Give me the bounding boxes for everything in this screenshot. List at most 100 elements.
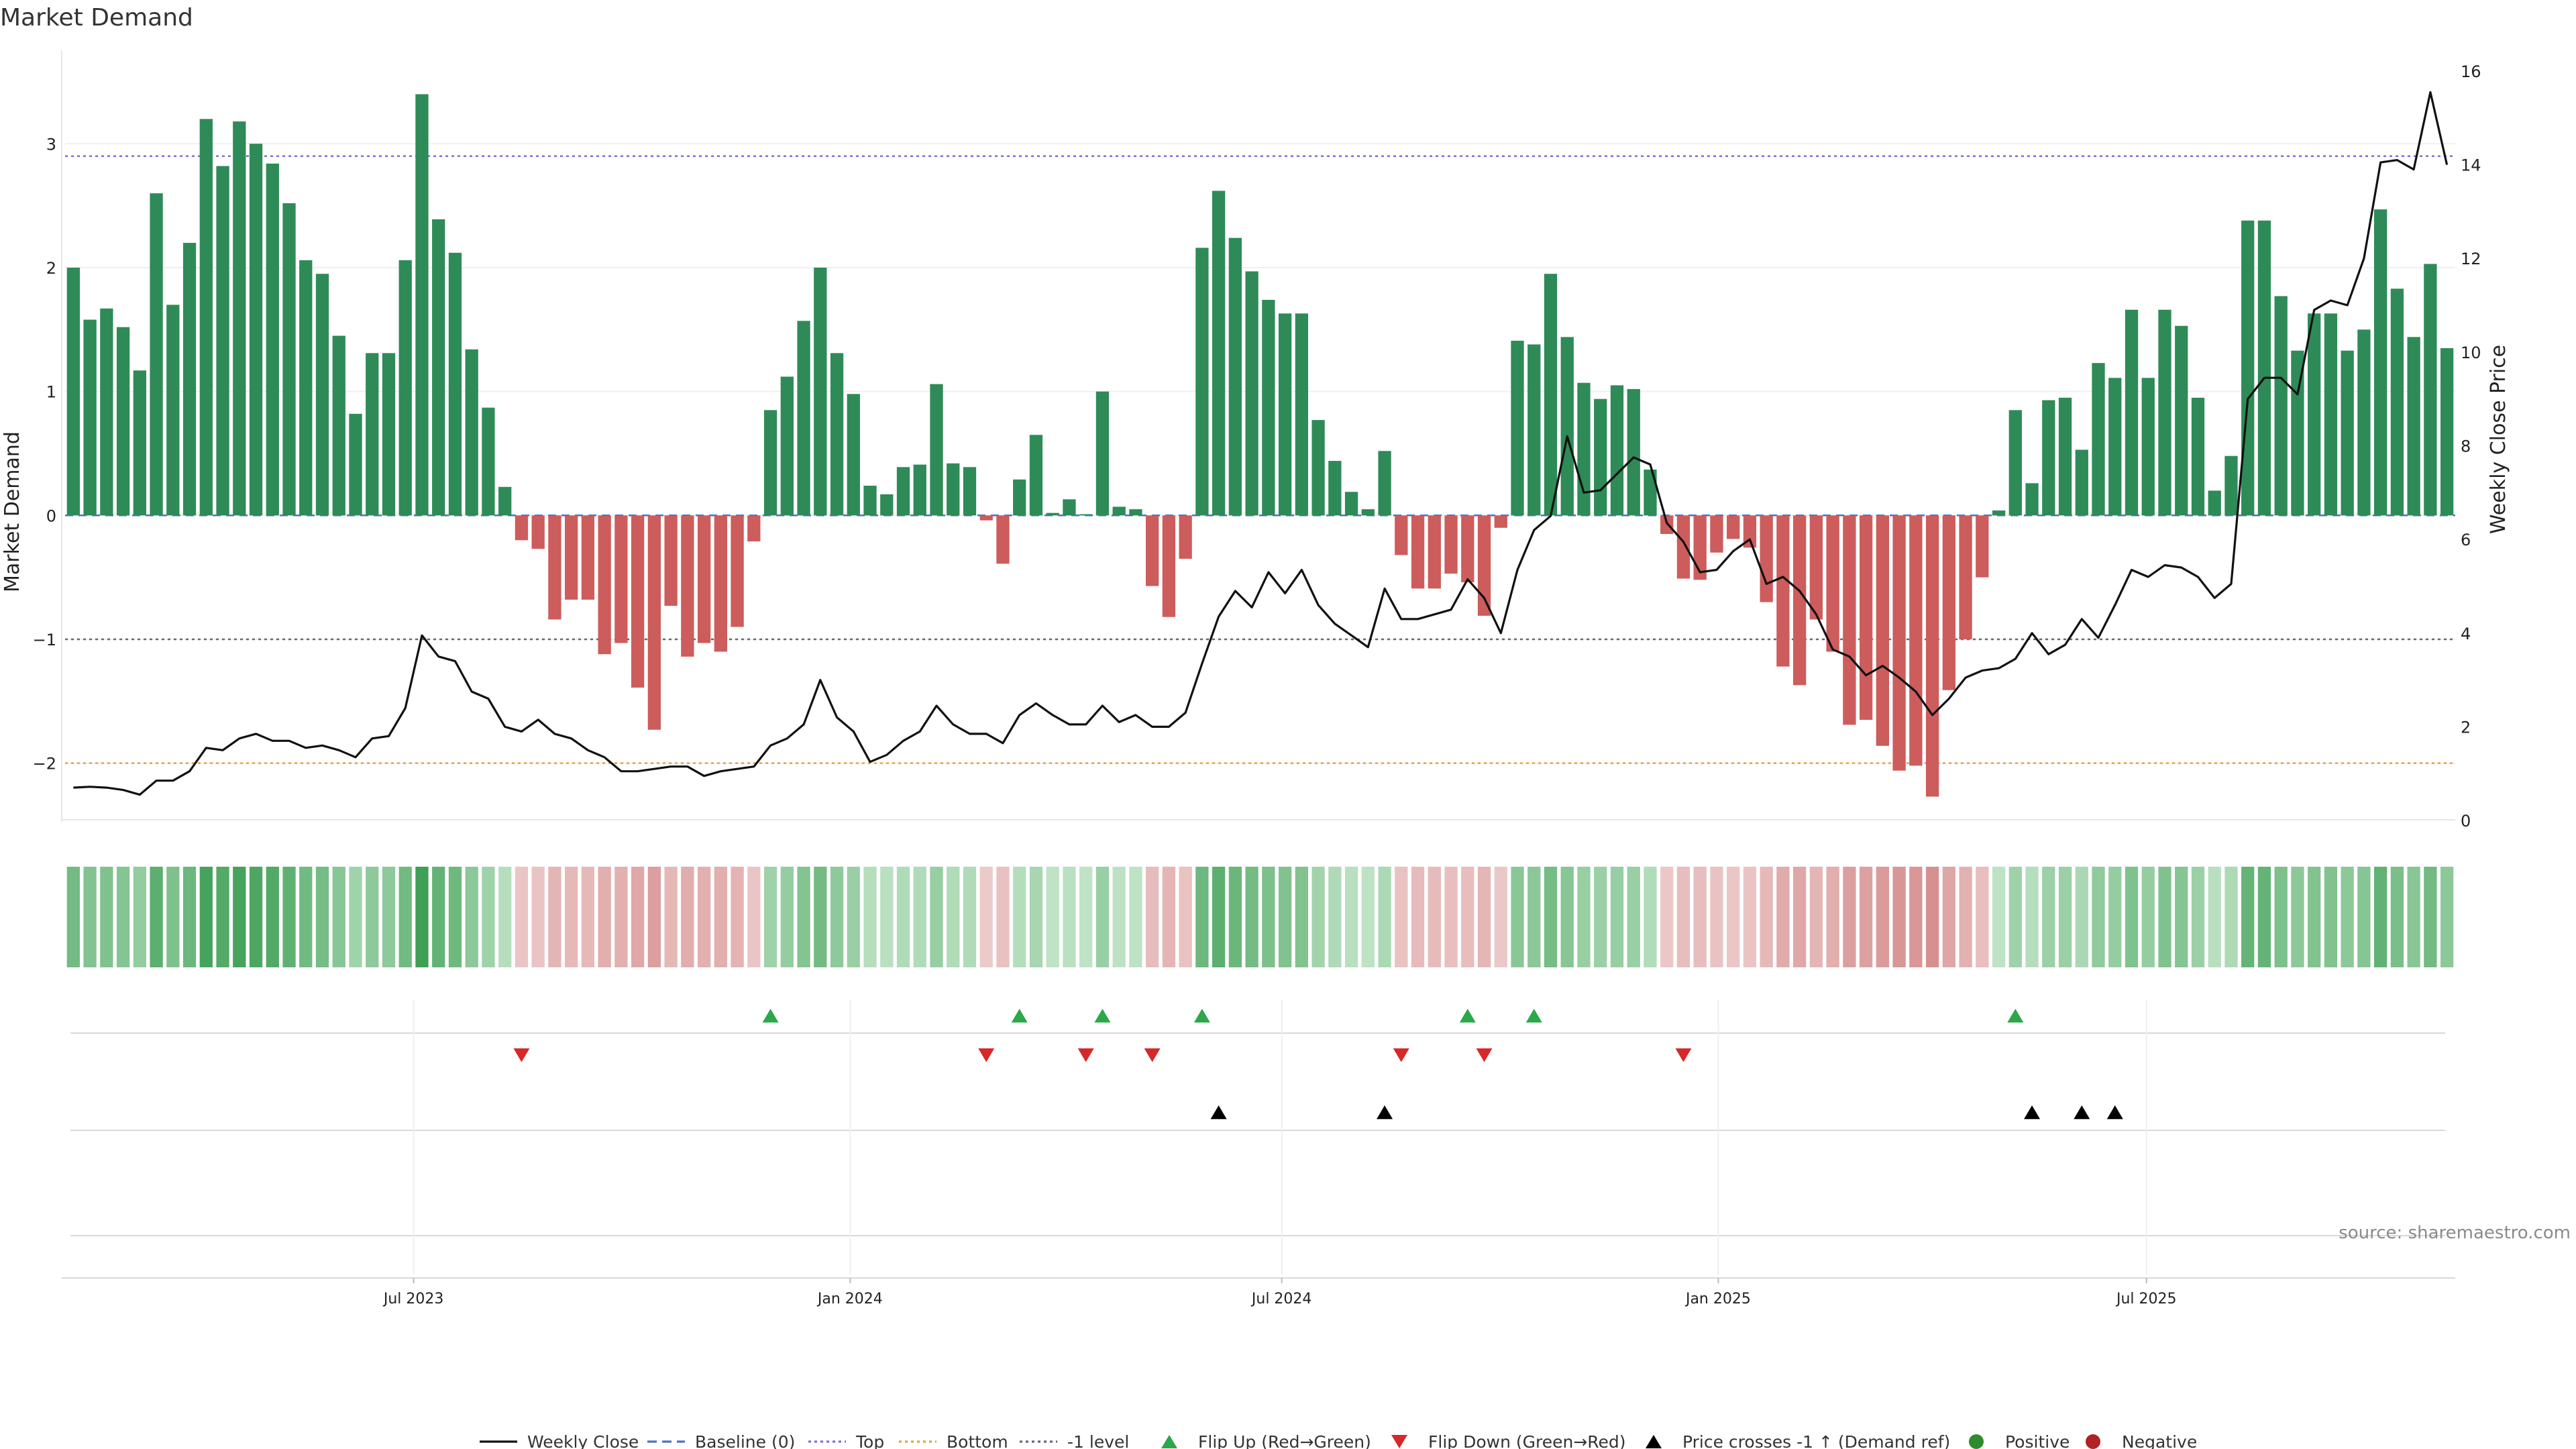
demand-bar — [382, 353, 396, 516]
y2-tick-label: 8 — [2461, 437, 2471, 455]
demand-bar — [1627, 388, 1640, 516]
demand-bar — [2158, 309, 2171, 516]
demand-bar — [2125, 309, 2139, 516]
demand-bar — [847, 394, 860, 516]
demand-bar — [249, 144, 263, 516]
demand-bar — [1395, 515, 1408, 555]
heat-cell — [647, 867, 661, 967]
y2-tick-label: 6 — [2461, 531, 2471, 549]
demand-bar — [2357, 329, 2371, 516]
heat-cell — [2008, 867, 2022, 967]
heat-cell — [1577, 867, 1591, 967]
demand-bar — [581, 515, 595, 600]
heat-cell — [266, 867, 279, 967]
demand-bar — [2324, 313, 2338, 516]
demand-bar — [763, 410, 777, 516]
demand-bar — [1361, 509, 1375, 516]
demand-bar — [2224, 455, 2238, 516]
demand-bar — [366, 353, 379, 516]
demand-bars — [66, 94, 2454, 797]
heat-cell — [2158, 867, 2171, 967]
heat-cell — [2025, 867, 2039, 967]
heat-cell — [614, 867, 628, 967]
right-axis-ticks: 0 2 4 6 8 10 12 14 16 — [2461, 62, 2481, 830]
heat-cell — [1378, 867, 1391, 967]
heat-cell — [581, 867, 595, 967]
demand-bar — [1344, 492, 1358, 516]
price-cross-marker — [1210, 1105, 1227, 1120]
demand-bar — [415, 94, 429, 516]
heat-cell — [398, 867, 412, 967]
demand-bar — [631, 515, 645, 688]
heat-cell — [332, 867, 345, 967]
heat-cell — [133, 867, 146, 967]
source-note: source: sharemaestro.com — [2339, 1223, 2571, 1243]
demand-bar — [1843, 515, 1856, 725]
demand-bar — [2374, 209, 2387, 516]
demand-bar — [1594, 398, 1607, 516]
heat-cell — [2241, 867, 2255, 967]
demand-bar — [166, 305, 180, 516]
heat-cell — [1129, 867, 1142, 967]
heat-cell — [1262, 867, 1275, 967]
heat-cell — [2357, 867, 2371, 967]
legend-swatch — [1646, 1435, 1662, 1448]
price-cross-marker — [2024, 1105, 2041, 1120]
demand-bar — [1527, 344, 1541, 516]
demand-bar — [963, 467, 977, 516]
flip-down-marker — [1077, 1048, 1094, 1063]
flip-up-marker — [2007, 1008, 2024, 1023]
heat-cell — [598, 867, 611, 967]
heat-cell — [1461, 867, 1474, 967]
x-tick-label: Jan 2024 — [816, 1291, 883, 1307]
demand-bar — [2208, 490, 2221, 516]
weekly-close-series — [73, 91, 2449, 796]
heat-cell — [1212, 867, 1226, 967]
heat-cell — [548, 867, 561, 967]
heat-cell — [2208, 867, 2221, 967]
heat-cell — [1925, 867, 1939, 967]
legend-label: Top — [855, 1432, 884, 1449]
demand-bar — [1743, 515, 1757, 548]
demand-bar — [66, 267, 80, 516]
heat-cell — [2224, 867, 2238, 967]
heat-cell — [1179, 867, 1192, 967]
heat-cell — [2291, 867, 2304, 967]
x-tick-label: Jul 2024 — [1250, 1291, 1312, 1307]
heat-cell — [1892, 867, 1906, 967]
demand-bar — [979, 515, 993, 521]
flip-up-marker — [1193, 1008, 1210, 1023]
heat-cell — [2191, 867, 2205, 967]
heat-cell — [249, 867, 263, 967]
heat-cell — [66, 867, 80, 967]
demand-bar — [2008, 410, 2022, 516]
heat-cell — [1245, 867, 1258, 967]
y-tick-label: 3 — [46, 135, 56, 154]
legend-label: Flip Up (Red→Green) — [1198, 1432, 1371, 1449]
event-rows-grid — [62, 1000, 2455, 1279]
demand-bar — [2092, 363, 2105, 516]
demand-bar — [1162, 515, 1176, 617]
heat-cell — [515, 867, 529, 967]
y-tick-label: −2 — [33, 755, 56, 773]
heat-cell — [100, 867, 113, 967]
demand-bar — [797, 321, 810, 516]
demand-bar — [1013, 479, 1026, 516]
heat-cell — [199, 867, 213, 967]
demand-bar — [2175, 325, 2188, 516]
demand-bar — [2141, 378, 2155, 516]
heat-cell — [2341, 867, 2354, 967]
heat-cell — [664, 867, 678, 967]
heat-cell — [963, 867, 977, 967]
demand-bar — [1428, 515, 1441, 589]
demand-bar — [2341, 350, 2354, 516]
heat-cell — [2374, 867, 2387, 967]
heat-cell — [780, 867, 794, 967]
heat-cell — [233, 867, 246, 967]
demand-bar — [913, 464, 926, 516]
demand-bar — [498, 486, 512, 516]
heat-cell — [1594, 867, 1607, 967]
flip-up-marker — [1525, 1008, 1542, 1023]
demand-bar — [1976, 515, 1989, 578]
demand-bar — [1942, 515, 1955, 690]
